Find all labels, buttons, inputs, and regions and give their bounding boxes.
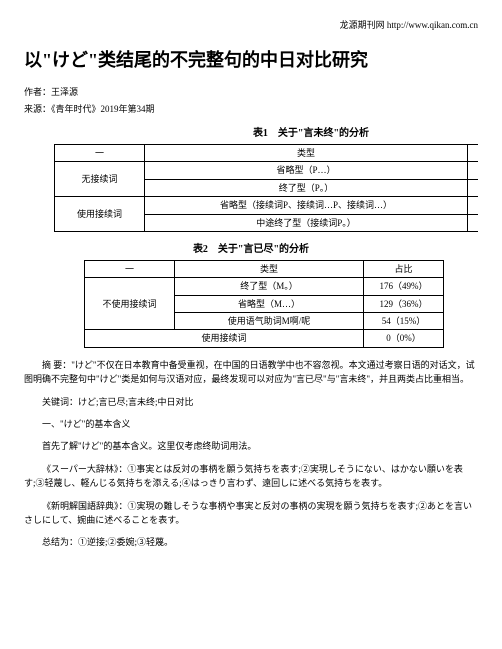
section-1-title: 一、"けど"的基本含义	[24, 417, 478, 431]
t1-r3c3: 98（	[468, 197, 479, 214]
t1-r1c2: 省略型（P…）	[145, 162, 468, 179]
t1-r1c1: 无接续词	[55, 162, 145, 197]
table-row: 无接续词 省略型（P…） 113	[55, 162, 479, 179]
t2-h3: 占比	[364, 260, 444, 277]
table-row: 不使用接续词 终了型（M。） 176（49%）	[85, 278, 444, 295]
t1-r3c2: 省略型（接续词P、接续词…P、接续词…）	[145, 197, 468, 214]
author-label: 作者：	[24, 87, 51, 97]
table2: 一 类型 占比 不使用接续词 终了型（M。） 176（49%） 省略型（M…） …	[84, 260, 444, 348]
t2-h1: 一	[85, 260, 175, 277]
t2-r4c1: 使用接续词	[85, 330, 364, 347]
t2-r4c3: 0（0%）	[364, 330, 444, 347]
paragraph: 《スーパー大辞林》：①事実とは反対の事柄を願う気持ちを表す;②実現しそうにない、…	[24, 462, 478, 491]
paragraph: 总结为：①逆接;②委婉;③轻蔑。	[24, 535, 478, 549]
t2-r3c2: 使用语气助词M啊/呢	[175, 313, 364, 330]
keywords: 关键词：けど;言已尽;言未终;中日对比	[24, 395, 478, 409]
table-row: 使用接续词 0（0%）	[85, 330, 444, 347]
abstract: 摘 要："けど"不仅在日本教育中备受重视，在中国的日语教学中也不容忽视。本文通过…	[24, 358, 478, 387]
table2-title: 表2 关于"言已尽"的分析	[24, 242, 478, 258]
source-line: 来源：《青年时代》2019年第34期	[24, 102, 478, 116]
t1-h1: 一	[55, 144, 145, 161]
t1-r4c3: 46（	[468, 214, 479, 231]
table1-title: 表1 关于"言未终"的分析	[24, 126, 478, 142]
site-text: 龙源期刊网	[340, 20, 387, 30]
table-row: 一 类型 占	[55, 144, 479, 161]
header-link: 龙源期刊网 http://www.qikan.com.cn	[24, 18, 478, 32]
t2-r1c1: 不使用接续词	[85, 278, 175, 330]
source-label: 来源：	[24, 104, 51, 114]
paragraph: 首先了解"けど"的基本含义。这里仅考虑终助词用法。	[24, 439, 478, 453]
t2-r2c3: 129（36%）	[364, 295, 444, 312]
t1-r2c3: 83（	[468, 179, 479, 196]
page-title: 以"けど"类结尾的不完整句的中日对比研究	[24, 46, 478, 75]
t1-r1c3: 113	[468, 162, 479, 179]
t2-r3c3: 54（15%）	[364, 313, 444, 330]
t1-h2: 类型	[145, 144, 468, 161]
t2-r2c2: 省略型（M…）	[175, 295, 364, 312]
t1-r4c2: 中途终了型（接续词P。）	[145, 214, 468, 231]
author-name: 王泽源	[51, 87, 78, 97]
t1-h3: 占	[468, 144, 479, 161]
table-row: 使用接续词 省略型（接续词P、接续词…P、接续词…） 98（	[55, 197, 479, 214]
t2-r1c3: 176（49%）	[364, 278, 444, 295]
author-line: 作者：王泽源	[24, 85, 478, 99]
table-row: 一 类型 占比	[85, 260, 444, 277]
t1-r2c2: 终了型（P。）	[145, 179, 468, 196]
table1: 一 类型 占 无接续词 省略型（P…） 113 终了型（P。） 83（ 使用接续…	[54, 144, 478, 232]
source-value: 《青年时代》2019年第34期	[51, 104, 155, 114]
paragraph: 《新明解国語辞典》：①実現の難しそうな事柄や事実と反対の事柄の実現を願う気持ちを…	[24, 499, 478, 528]
t2-r1c2: 终了型（M。）	[175, 278, 364, 295]
site-url[interactable]: http://www.qikan.com.cn	[387, 20, 478, 30]
t1-r3c1: 使用接续词	[55, 197, 145, 232]
t2-h2: 类型	[175, 260, 364, 277]
